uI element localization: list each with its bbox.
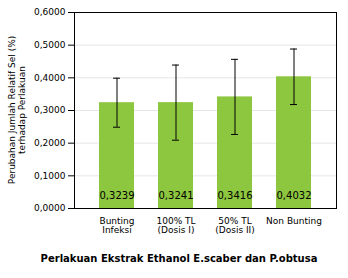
svg-text:0,3416: 0,3416	[218, 190, 253, 201]
svg-text:0,5000: 0,5000	[34, 40, 66, 50]
svg-text:Perubahan Jumlah Relatif Sel (: Perubahan Jumlah Relatif Sel (%)terhadap…	[7, 36, 27, 184]
svg-text:50% TL(Dosis II): 50% TL(Dosis II)	[215, 216, 255, 235]
svg-text:0,4000: 0,4000	[34, 73, 66, 83]
svg-text:0,4032: 0,4032	[277, 190, 312, 201]
svg-text:Perlakuan Ekstrak Ethanol E.sc: Perlakuan Ekstrak Ethanol E.scaber dan P…	[41, 253, 318, 264]
svg-text:0,3239: 0,3239	[100, 190, 135, 201]
svg-text:0,3241: 0,3241	[159, 190, 194, 201]
svg-text:0,1000: 0,1000	[34, 171, 66, 181]
svg-text:0,0000: 0,0000	[34, 203, 66, 213]
svg-text:Non Bunting: Non Bunting	[266, 216, 322, 226]
svg-text:BuntingInfeksi: BuntingInfeksi	[99, 216, 134, 235]
svg-text:0,6000: 0,6000	[34, 7, 66, 17]
svg-text:100% TL(Dosis I): 100% TL(Dosis I)	[156, 216, 195, 235]
svg-text:0,2000: 0,2000	[34, 138, 66, 148]
svg-text:0,3000: 0,3000	[34, 105, 66, 115]
